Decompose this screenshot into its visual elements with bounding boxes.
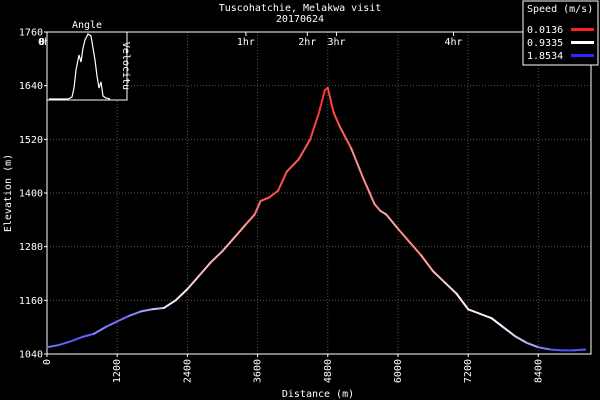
y-tick-label: 1040: [19, 350, 43, 361]
elevation-segment: [537, 346, 552, 351]
elevation-segment: [338, 124, 353, 150]
elevation-segment: [69, 336, 84, 343]
elevation-segment: [420, 254, 435, 273]
elevation-segment: [385, 213, 399, 230]
x-axis-label: Distance (m): [282, 389, 354, 400]
elevation-segment: [162, 299, 177, 309]
elevation-segment: [244, 213, 256, 226]
x-tick-label: 7200: [463, 359, 474, 383]
elevation-segment: [513, 335, 528, 344]
elevation-segment: [186, 274, 201, 291]
elevation-segment: [209, 250, 224, 264]
elevation-segment: [379, 209, 388, 216]
elevation-segment: [455, 292, 470, 311]
legend-entry-label: 1.8534: [527, 51, 563, 62]
elevation-segment: [361, 176, 376, 206]
elevation-segment: [104, 320, 119, 329]
inset-x-start-label: 0: [39, 37, 45, 48]
elevation-segment: [318, 89, 326, 114]
inset-title: Angle: [72, 20, 102, 31]
elevation-segment: [259, 196, 271, 203]
y-tick-label: 1760: [19, 28, 43, 39]
inset-ylabel: Velocitu: [120, 42, 131, 90]
time-mark-label: 3hr: [328, 37, 346, 48]
elevation-segment: [277, 170, 288, 192]
elevation-line: [46, 86, 587, 352]
elevation-segment: [297, 138, 312, 161]
elevation-segment: [151, 306, 165, 311]
time-mark-label: 1hr: [237, 37, 255, 48]
elevation-segment: [57, 340, 72, 347]
y-tick-label: 1160: [19, 296, 43, 307]
y-tick-label: 1280: [19, 242, 43, 253]
elevation-segment: [253, 200, 262, 216]
y-tick-label: 1400: [19, 189, 43, 200]
time-mark-label: 2hr: [298, 37, 316, 48]
elevation-segment: [502, 326, 516, 338]
x-tick-label: 4800: [323, 359, 334, 383]
x-tick-label: 3600: [253, 359, 264, 383]
elevation-segment: [116, 314, 130, 323]
y-tick-label: 1640: [19, 81, 43, 92]
x-tick-label: 6000: [393, 359, 404, 383]
elevation-segment: [326, 86, 335, 114]
elevation-segment: [139, 308, 154, 313]
x-tick-label: 2400: [182, 359, 193, 383]
elevation-segment: [525, 341, 540, 349]
legend-entry-label: 0.9335: [527, 38, 563, 49]
elevation-segment: [467, 308, 481, 315]
elevation-segment: [549, 348, 563, 352]
x-tick-label: 1200: [112, 359, 123, 383]
elevation-segment: [92, 326, 107, 335]
y-axis-label: Elevation (m): [3, 154, 14, 232]
inset-frame: [46, 31, 128, 101]
inset-line: [49, 33, 111, 100]
elevation-segment: [443, 281, 458, 295]
inset-plot: Angle 0 Velocitu: [39, 20, 131, 101]
elevation-segment: [285, 158, 300, 173]
x-tick-label: 8400: [533, 359, 544, 383]
elevation-segment: [309, 111, 320, 141]
y-tick-labels: 1040 1160 1280 1400 1520 1640 1760: [19, 28, 47, 361]
elevation-segment: [350, 147, 364, 179]
elevation-segment: [198, 261, 212, 277]
elevation-segment: [127, 310, 142, 317]
elevation-segment: [572, 348, 587, 352]
x-tick-label: 0: [42, 359, 53, 365]
elevation-segment: [478, 312, 493, 320]
elevation-segment: [332, 111, 341, 127]
elevation-segment: [373, 203, 382, 212]
elevation-segment: [233, 223, 247, 239]
elevation-segment: [432, 270, 446, 284]
elevation-segment: [46, 344, 60, 349]
chart-subtitle: 20170624: [276, 14, 324, 25]
time-mark-label: 4hr: [445, 37, 463, 48]
elevation-segment: [396, 227, 411, 244]
x-tick-labels: 0 1200 2400 3600 4800 6000 7200 8400: [42, 354, 544, 383]
legend: Speed (m/s) 0.0136 0.9335 1.8534: [522, 0, 599, 66]
elevation-segment: [81, 332, 95, 339]
legend-entry-label: 0.0136: [527, 25, 563, 36]
legend-title: Speed (m/s): [527, 4, 593, 15]
elevation-segment: [221, 236, 236, 253]
elevation-segment: [268, 189, 280, 199]
elevation-segment: [490, 317, 505, 329]
elevation-segment: [174, 288, 189, 302]
chart-title: Tuscohatchie, Melakwa visit: [219, 3, 382, 14]
elevation-segment: [408, 241, 423, 257]
y-tick-label: 1520: [19, 135, 43, 146]
